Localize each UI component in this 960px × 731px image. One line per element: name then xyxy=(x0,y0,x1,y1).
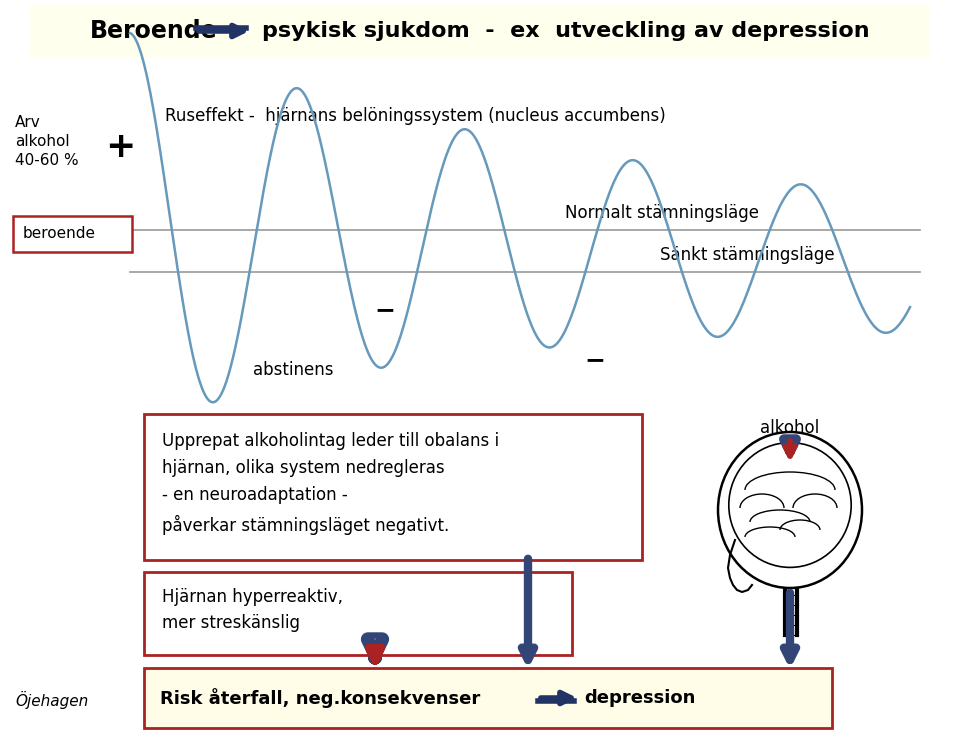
Text: Risk återfall, neg.konsekvenser: Risk återfall, neg.konsekvenser xyxy=(160,688,480,708)
Text: −: − xyxy=(374,298,396,322)
Text: beroende: beroende xyxy=(23,227,96,241)
Text: psykisk sjukdom  -  ex  utveckling av depression: psykisk sjukdom - ex utveckling av depre… xyxy=(262,21,870,41)
Text: abstinens: abstinens xyxy=(253,361,333,379)
FancyBboxPatch shape xyxy=(30,5,930,57)
Text: +: + xyxy=(105,130,135,164)
FancyBboxPatch shape xyxy=(144,572,572,655)
FancyBboxPatch shape xyxy=(144,414,642,560)
Text: alkohol: alkohol xyxy=(760,419,820,437)
Text: Sänkt stämningsläge: Sänkt stämningsläge xyxy=(660,246,834,264)
Text: Ruseffekt -  hjärnans belöningssystem (nucleus accumbens): Ruseffekt - hjärnans belöningssystem (nu… xyxy=(165,107,665,125)
Text: depression: depression xyxy=(584,689,695,707)
Text: Upprepat alkoholintag leder till obalans i
hjärnan, olika system nedregleras
- e: Upprepat alkoholintag leder till obalans… xyxy=(162,432,499,535)
FancyBboxPatch shape xyxy=(144,668,832,728)
Text: Normalt stämningsläge: Normalt stämningsläge xyxy=(565,204,759,222)
Text: Arv
alkohol
40-60 %: Arv alkohol 40-60 % xyxy=(15,115,79,168)
Text: Beroende: Beroende xyxy=(90,19,218,43)
Text: Öjehagen: Öjehagen xyxy=(15,691,88,709)
Text: −: − xyxy=(585,348,606,372)
FancyBboxPatch shape xyxy=(13,216,132,252)
Text: Hjärnan hyperreaktiv,
mer streskänslig: Hjärnan hyperreaktiv, mer streskänslig xyxy=(162,588,343,632)
